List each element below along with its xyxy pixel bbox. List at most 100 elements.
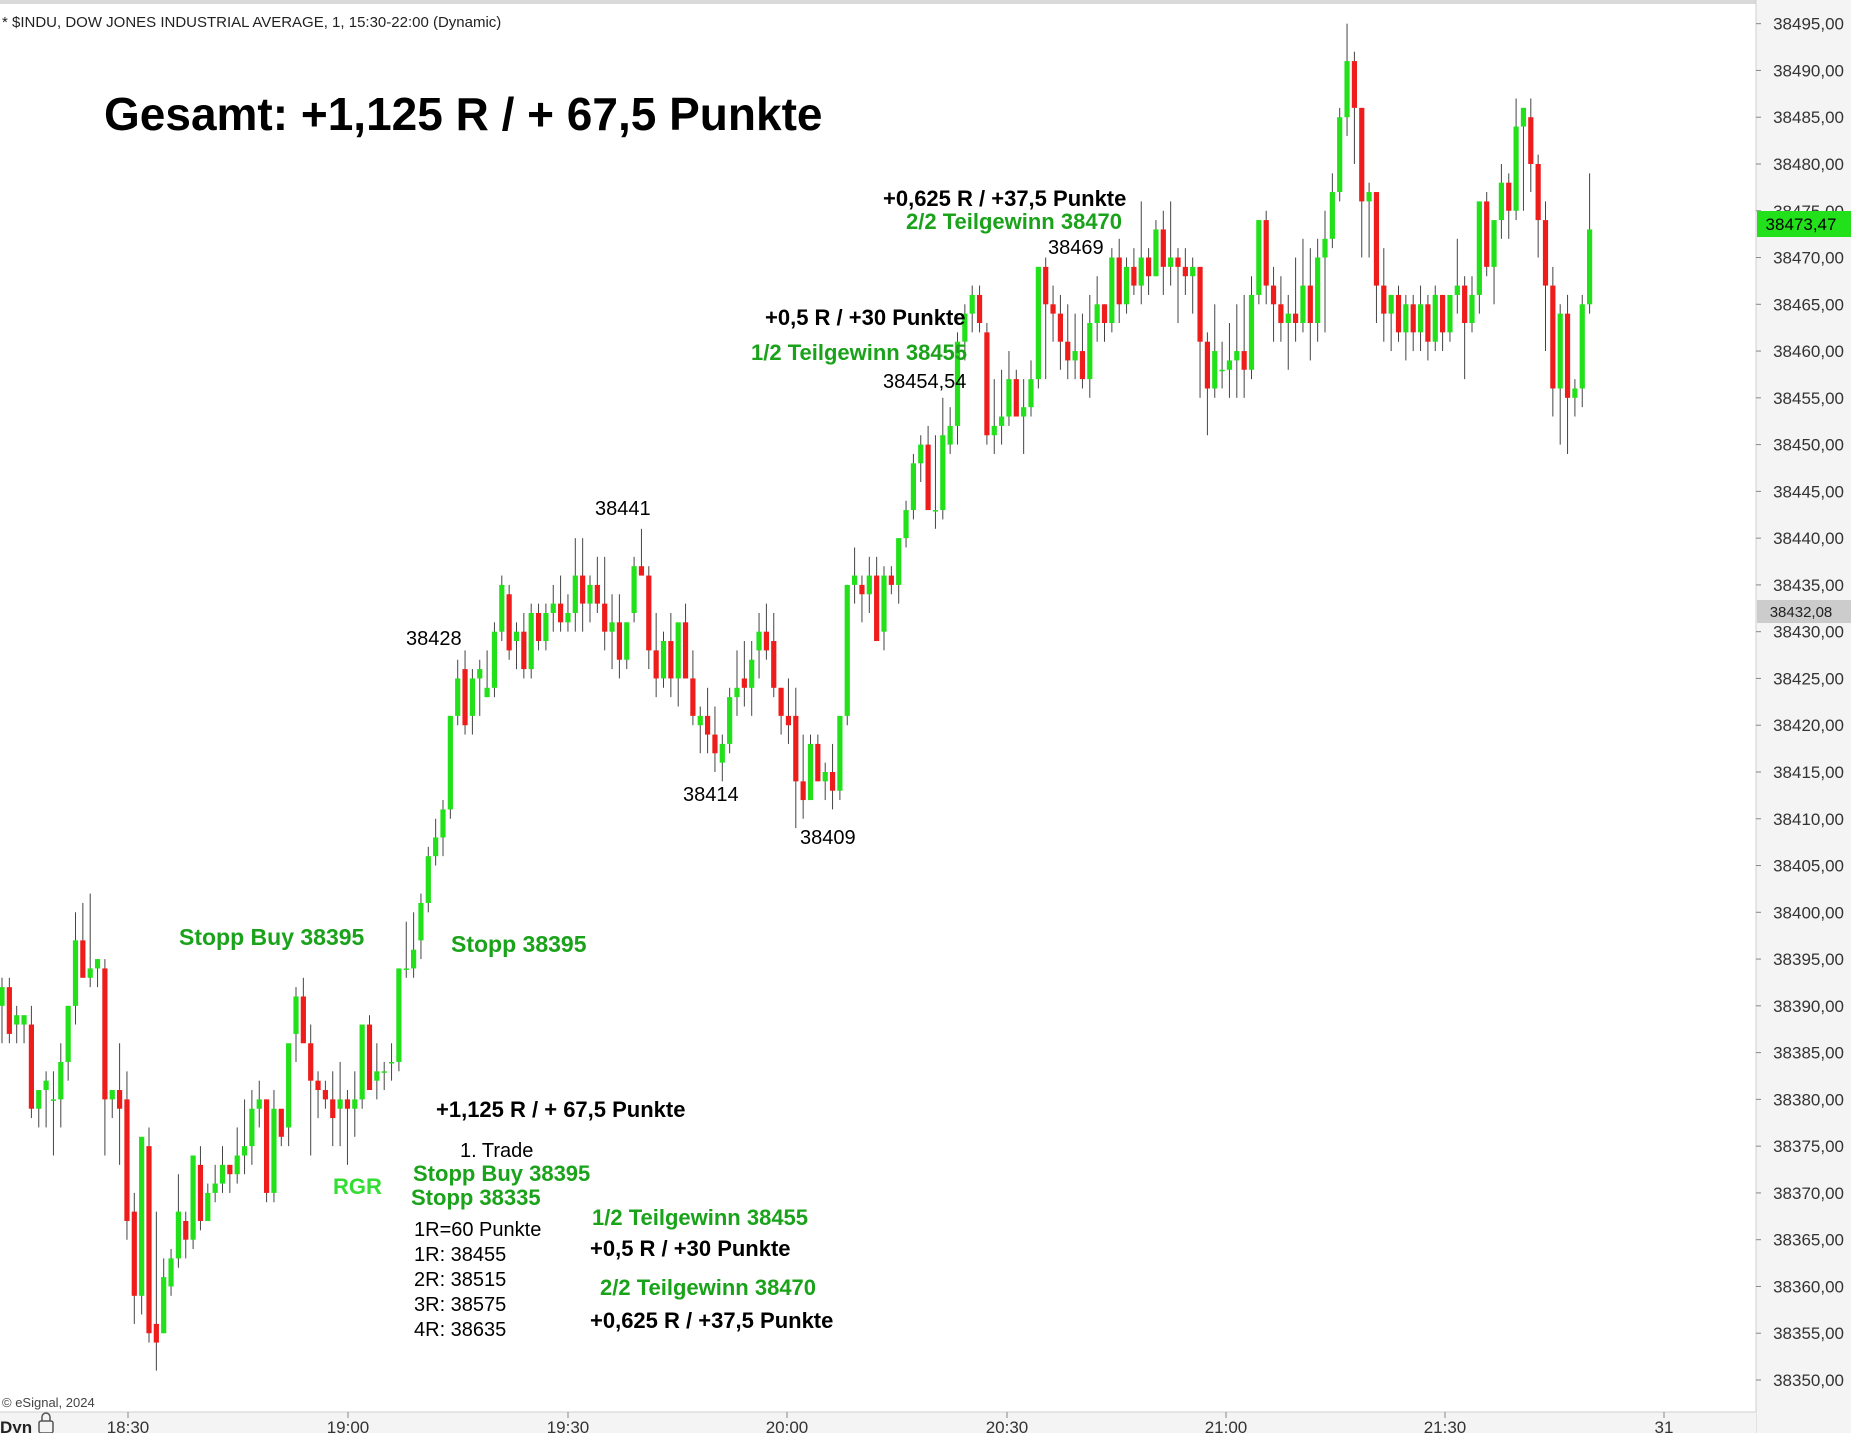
candle-body — [1065, 341, 1071, 361]
candle — [756, 612, 762, 679]
price-axis-panel[interactable] — [1756, 0, 1851, 1433]
candle — [499, 575, 505, 642]
candle — [161, 1258, 167, 1334]
candle-body — [719, 743, 725, 763]
candle — [1542, 201, 1549, 352]
candle-body — [1013, 379, 1019, 417]
dynamic-mode-label[interactable]: Dyn — [0, 1418, 32, 1437]
candle — [719, 734, 725, 782]
candle — [1498, 163, 1504, 239]
candle — [278, 1108, 284, 1147]
candle-body — [344, 1099, 351, 1109]
candle — [337, 1061, 343, 1147]
candle-body — [205, 1192, 211, 1221]
target-2r: 2R: 38515 — [414, 1269, 506, 1291]
swing-label-38441: 38441 — [595, 498, 651, 520]
candle — [1587, 173, 1593, 314]
price-tick-label: 38400,00 — [1773, 903, 1844, 922]
candle — [1065, 304, 1071, 380]
price-tick-label: 38385,00 — [1773, 1044, 1844, 1063]
candle — [1381, 248, 1387, 342]
candle — [352, 1071, 358, 1137]
swing-label-38454: 38454,54 — [883, 371, 966, 393]
candle-body — [1469, 294, 1475, 323]
candle-body — [741, 678, 747, 688]
time-tick-label: 21:00 — [1205, 1418, 1248, 1433]
candle-body — [852, 575, 858, 585]
candle-body — [1256, 220, 1262, 295]
candle — [513, 622, 520, 670]
candle-body — [925, 444, 931, 511]
candle — [469, 669, 475, 735]
candle-body — [771, 641, 777, 688]
candle — [793, 687, 799, 829]
price-tick-label: 38405,00 — [1773, 857, 1844, 876]
candle-body — [550, 603, 556, 613]
candle — [638, 528, 645, 576]
candle — [624, 622, 630, 670]
candle — [1506, 173, 1512, 239]
candle-body — [1006, 379, 1012, 417]
candle — [205, 1183, 211, 1221]
candle-body — [1300, 285, 1306, 323]
candle — [1278, 276, 1284, 342]
candle-body — [800, 781, 806, 801]
candle-body — [896, 538, 902, 585]
candle — [322, 1080, 328, 1109]
candle-body — [646, 575, 652, 651]
candle — [293, 987, 299, 1062]
candle-body — [558, 603, 564, 623]
candle-body — [1498, 182, 1504, 221]
candle-body — [293, 996, 299, 1034]
candle-body — [1410, 304, 1416, 333]
candle — [1190, 257, 1196, 314]
candle — [1359, 107, 1365, 258]
candle-body — [653, 650, 659, 679]
candle-body — [874, 575, 880, 642]
candle — [175, 1174, 181, 1268]
candle — [543, 603, 549, 651]
candle — [682, 603, 689, 679]
candle-body — [535, 612, 542, 642]
candle — [94, 959, 101, 988]
candle — [146, 1127, 152, 1343]
marker-price-tag: 38432,08 — [1757, 600, 1851, 623]
candle-body — [1528, 117, 1534, 164]
trade-stopp: Stopp 38335 — [411, 1185, 541, 1210]
stopp-label: Stopp 38395 — [451, 931, 587, 957]
candle-body — [28, 1024, 34, 1109]
candle — [1535, 154, 1541, 258]
candle-body — [638, 566, 645, 576]
candle — [1572, 379, 1578, 417]
candle — [1043, 257, 1049, 380]
candle — [366, 1015, 373, 1091]
candle — [1528, 98, 1534, 193]
marker-price-tag-bg — [1757, 600, 1851, 623]
candle — [1513, 98, 1519, 221]
candle — [1307, 248, 1313, 361]
trade-total-small: +1,125 R / + 67,5 Punkte — [436, 1097, 685, 1122]
candle-body — [374, 1071, 380, 1081]
candle — [749, 641, 755, 716]
price-axis-ticks: 38350,00 38355,00 38360,00 38365,00 38370,00… — [1756, 15, 1844, 1390]
candle-body — [815, 743, 821, 782]
candle — [1484, 192, 1490, 277]
candle-body — [609, 622, 615, 632]
candle-body — [1484, 201, 1490, 267]
price-tick-label: 38390,00 — [1773, 997, 1844, 1016]
time-axis-panel[interactable] — [0, 1412, 1756, 1433]
candle-body — [447, 715, 453, 810]
candle-body — [1197, 266, 1203, 342]
candle-body — [1234, 351, 1240, 361]
candle-body — [411, 949, 417, 969]
candle-body — [1572, 388, 1578, 398]
candle — [455, 659, 461, 726]
candle-body — [881, 575, 887, 632]
candle — [1300, 238, 1306, 333]
candle — [903, 500, 909, 548]
candle — [58, 1043, 64, 1128]
partial-profit-1-top: 1/2 Teilgewinn 38455 — [751, 340, 967, 365]
candle — [1256, 220, 1262, 305]
candle — [491, 622, 498, 698]
candle — [1248, 276, 1255, 380]
